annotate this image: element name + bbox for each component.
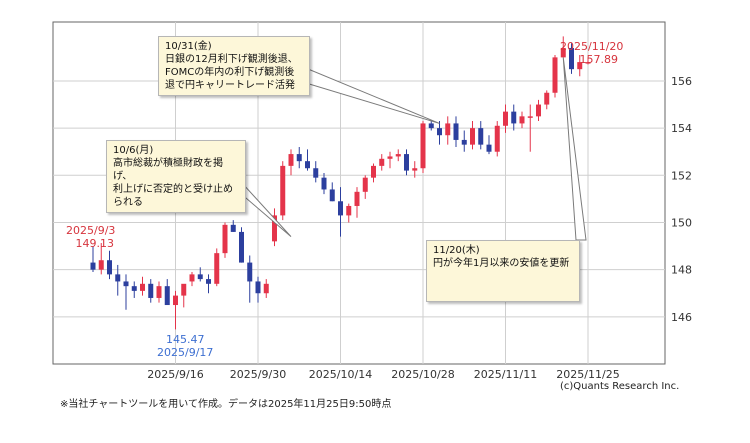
y-tick-label: 146 (671, 311, 692, 324)
candle-body (164, 286, 170, 306)
candle-body (371, 165, 376, 178)
credit-text: (c)Quants Research Inc. (560, 381, 680, 392)
candle-body (263, 283, 269, 294)
candle-body (222, 224, 228, 254)
x-tick-label: 2025/10/14 (309, 368, 372, 381)
x-axis-ticks: 2025/9/16 2025/9/30 2025/10/14 2025/10/28 20… (147, 368, 619, 381)
end-high-value: 157.89 (579, 53, 618, 66)
candle-body (329, 189, 335, 202)
low-label: 145.47 2025/9/17 (157, 333, 213, 359)
candle-body (420, 123, 426, 169)
y-tick-label: 152 (671, 169, 692, 182)
x-tick-label: 2025/9/30 (230, 368, 286, 381)
candle-body (461, 139, 467, 145)
candle-body (90, 262, 96, 270)
candle-body (412, 168, 418, 171)
candle-body (321, 177, 327, 190)
candle-body (362, 177, 368, 192)
y-axis-ticks: 146 148 150 152 154 156 (671, 75, 692, 324)
candle-body (288, 154, 294, 166)
candle-body (214, 253, 220, 284)
candle-body (527, 116, 533, 118)
low-value: 145.47 (165, 333, 205, 346)
candle-body (569, 47, 574, 70)
candle-body (206, 279, 211, 284)
note-oct31: 10/31(金) 日銀の12月利下げ観測後退、 FOMCの年内の利下げ観測後 退… (158, 36, 310, 96)
start-high-date: 2025/9/3 (66, 224, 116, 237)
candle-body (107, 260, 112, 275)
candle-body (247, 262, 253, 282)
note-oct06: 10/6(月) 高市総裁が積極財政を掲げ、 利上げに否定的と受け止め られる (106, 140, 246, 213)
candle-body (544, 92, 550, 105)
candle-body (395, 154, 401, 157)
candle-body (305, 161, 310, 169)
y-tick-label: 156 (671, 75, 692, 88)
y-tick-label: 150 (671, 216, 692, 229)
candle-body (346, 205, 352, 216)
candle-body (354, 191, 360, 206)
candle-body (98, 260, 104, 270)
footer-note: ※当社チャートツールを用いて作成。データは2025年11月25日9:50時点 (60, 399, 392, 410)
candle-body (272, 215, 277, 242)
candle-body (296, 154, 302, 162)
candle-body (239, 231, 244, 263)
candle-body (503, 111, 508, 126)
end-high-label: 2025/11/20 157.89 (560, 40, 623, 66)
low-date: 2025/9/17 (157, 346, 214, 359)
x-tick-label: 2025/11/11 (474, 368, 537, 381)
candle-body (470, 128, 475, 145)
candle-body (387, 156, 393, 159)
candle-body (140, 283, 145, 291)
candle-body (478, 128, 484, 145)
start-high-label: 2025/9/3 149.13 (66, 224, 115, 250)
candles (90, 36, 591, 330)
candle-body (131, 286, 137, 291)
candle-body (511, 111, 517, 124)
candle-body (173, 295, 178, 306)
candle-body (519, 116, 525, 124)
candle-body (197, 274, 203, 280)
candle-body (437, 128, 442, 136)
candle-body (404, 154, 409, 171)
candle-body (255, 281, 261, 294)
start-high-value: 149.13 (75, 237, 114, 250)
candle-body (560, 47, 566, 58)
plot-frame (52, 21, 666, 365)
callout-nov20 (562, 57, 587, 241)
candle-body (494, 125, 500, 152)
candle-body (313, 168, 319, 178)
candle-body (453, 123, 459, 140)
candle-body (230, 224, 236, 232)
candle-body (338, 201, 343, 216)
callout-oct31 (295, 63, 440, 124)
candle-body (536, 104, 541, 117)
candle-body (123, 281, 129, 287)
x-tick-label: 2025/11/25 (556, 368, 619, 381)
candle-body (379, 158, 385, 166)
candle-body (486, 144, 492, 152)
candle-body (585, 62, 591, 64)
candle-body (115, 274, 121, 282)
candle-body (428, 123, 434, 129)
end-high-date: 2025/11/20 (560, 40, 624, 53)
y-tick-label: 148 (671, 264, 692, 277)
candle-body (552, 57, 558, 93)
candle-body (189, 274, 195, 282)
candle-body (181, 283, 187, 296)
candle-body (156, 286, 162, 298)
candle-body (148, 283, 154, 298)
y-tick-label: 154 (671, 122, 692, 135)
note-nov20: 11/20(木) 円が今年1月以来の安値を更新 (426, 240, 580, 302)
candle-body (445, 123, 451, 136)
candle-body (577, 62, 583, 70)
x-tick-label: 2025/9/16 (147, 368, 203, 381)
candle-body (280, 165, 286, 216)
x-tick-label: 2025/10/28 (391, 368, 454, 381)
